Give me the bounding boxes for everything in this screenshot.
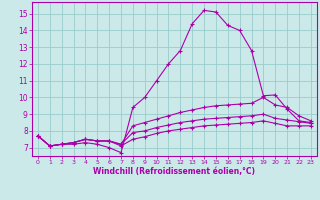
- X-axis label: Windchill (Refroidissement éolien,°C): Windchill (Refroidissement éolien,°C): [93, 167, 255, 176]
